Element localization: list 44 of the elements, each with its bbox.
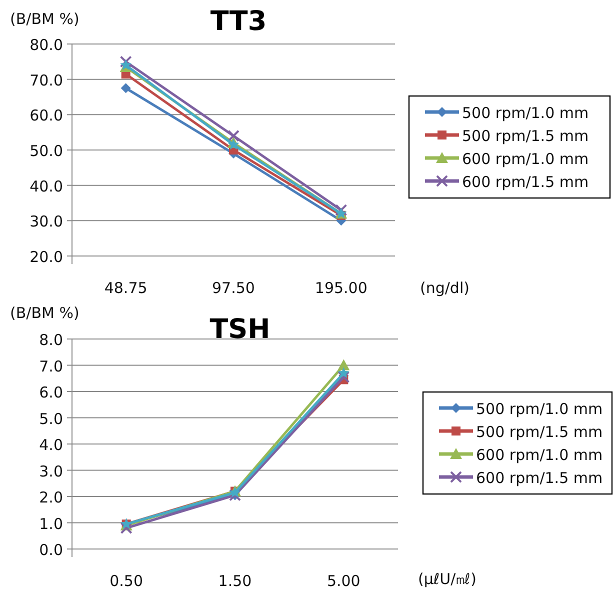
legend-label: 500 rpm/1.5 mm [462,127,589,145]
legend-label: 500 rpm/1.5 mm [476,423,603,441]
legend-label: 600 rpm/1.0 mm [462,150,589,168]
legend-label: 500 rpm/1.0 mm [476,400,603,418]
point [120,522,132,534]
y-tick-label: 50.0 [30,142,63,160]
x-tick-label: 97.50 [212,279,255,297]
point [120,83,131,94]
x-tick-label: 195.00 [314,279,368,297]
x-tick-label: 1.50 [218,572,252,590]
y-tick-label: 3.0 [39,462,63,480]
y-tick-label: 6.0 [39,384,63,402]
y-tick-label: 5.0 [39,410,63,428]
y-tick-label: 1.0 [39,514,63,533]
x-tick-label: 48.75 [104,279,148,297]
chart-title: TT3 [210,6,267,37]
legend-label: 500 rpm/1.0 mm [462,104,589,122]
x-axis-title: (μℓU/㎖) [418,570,476,588]
y-tick-label: 80.0 [30,36,63,54]
y-tick-label: 20.0 [30,248,63,266]
y-tick-label: 7.0 [39,357,63,376]
point [338,359,350,370]
x-tick-label: 0.50 [110,572,144,590]
y-axis-title: (B/BM %) [10,304,80,322]
x-axis-title: (ng/dl) [420,279,470,297]
point [120,56,132,68]
point [228,130,240,142]
point [335,204,348,216]
y-tick-label: 4.0 [39,436,63,454]
legend-label: 600 rpm/1.5 mm [462,173,589,191]
y-tick-label: 30.0 [30,212,63,231]
chart-title: TSH [210,314,270,345]
x-tick-label: 5.00 [326,572,360,590]
y-tick-label: 0.0 [39,541,63,559]
legend-label: 600 rpm/1.5 mm [476,469,603,487]
y-tick-label: 60.0 [30,106,63,125]
y-tick-label: 40.0 [30,177,63,196]
y-tick-label: 8.0 [39,331,63,349]
y-tick-label: 2.0 [39,488,63,506]
y-axis-title: (B/BM %) [10,10,80,28]
point [338,367,350,378]
y-tick-label: 70.0 [30,71,63,90]
legend-label: 600 rpm/1.0 mm [476,446,603,464]
point [338,371,350,384]
